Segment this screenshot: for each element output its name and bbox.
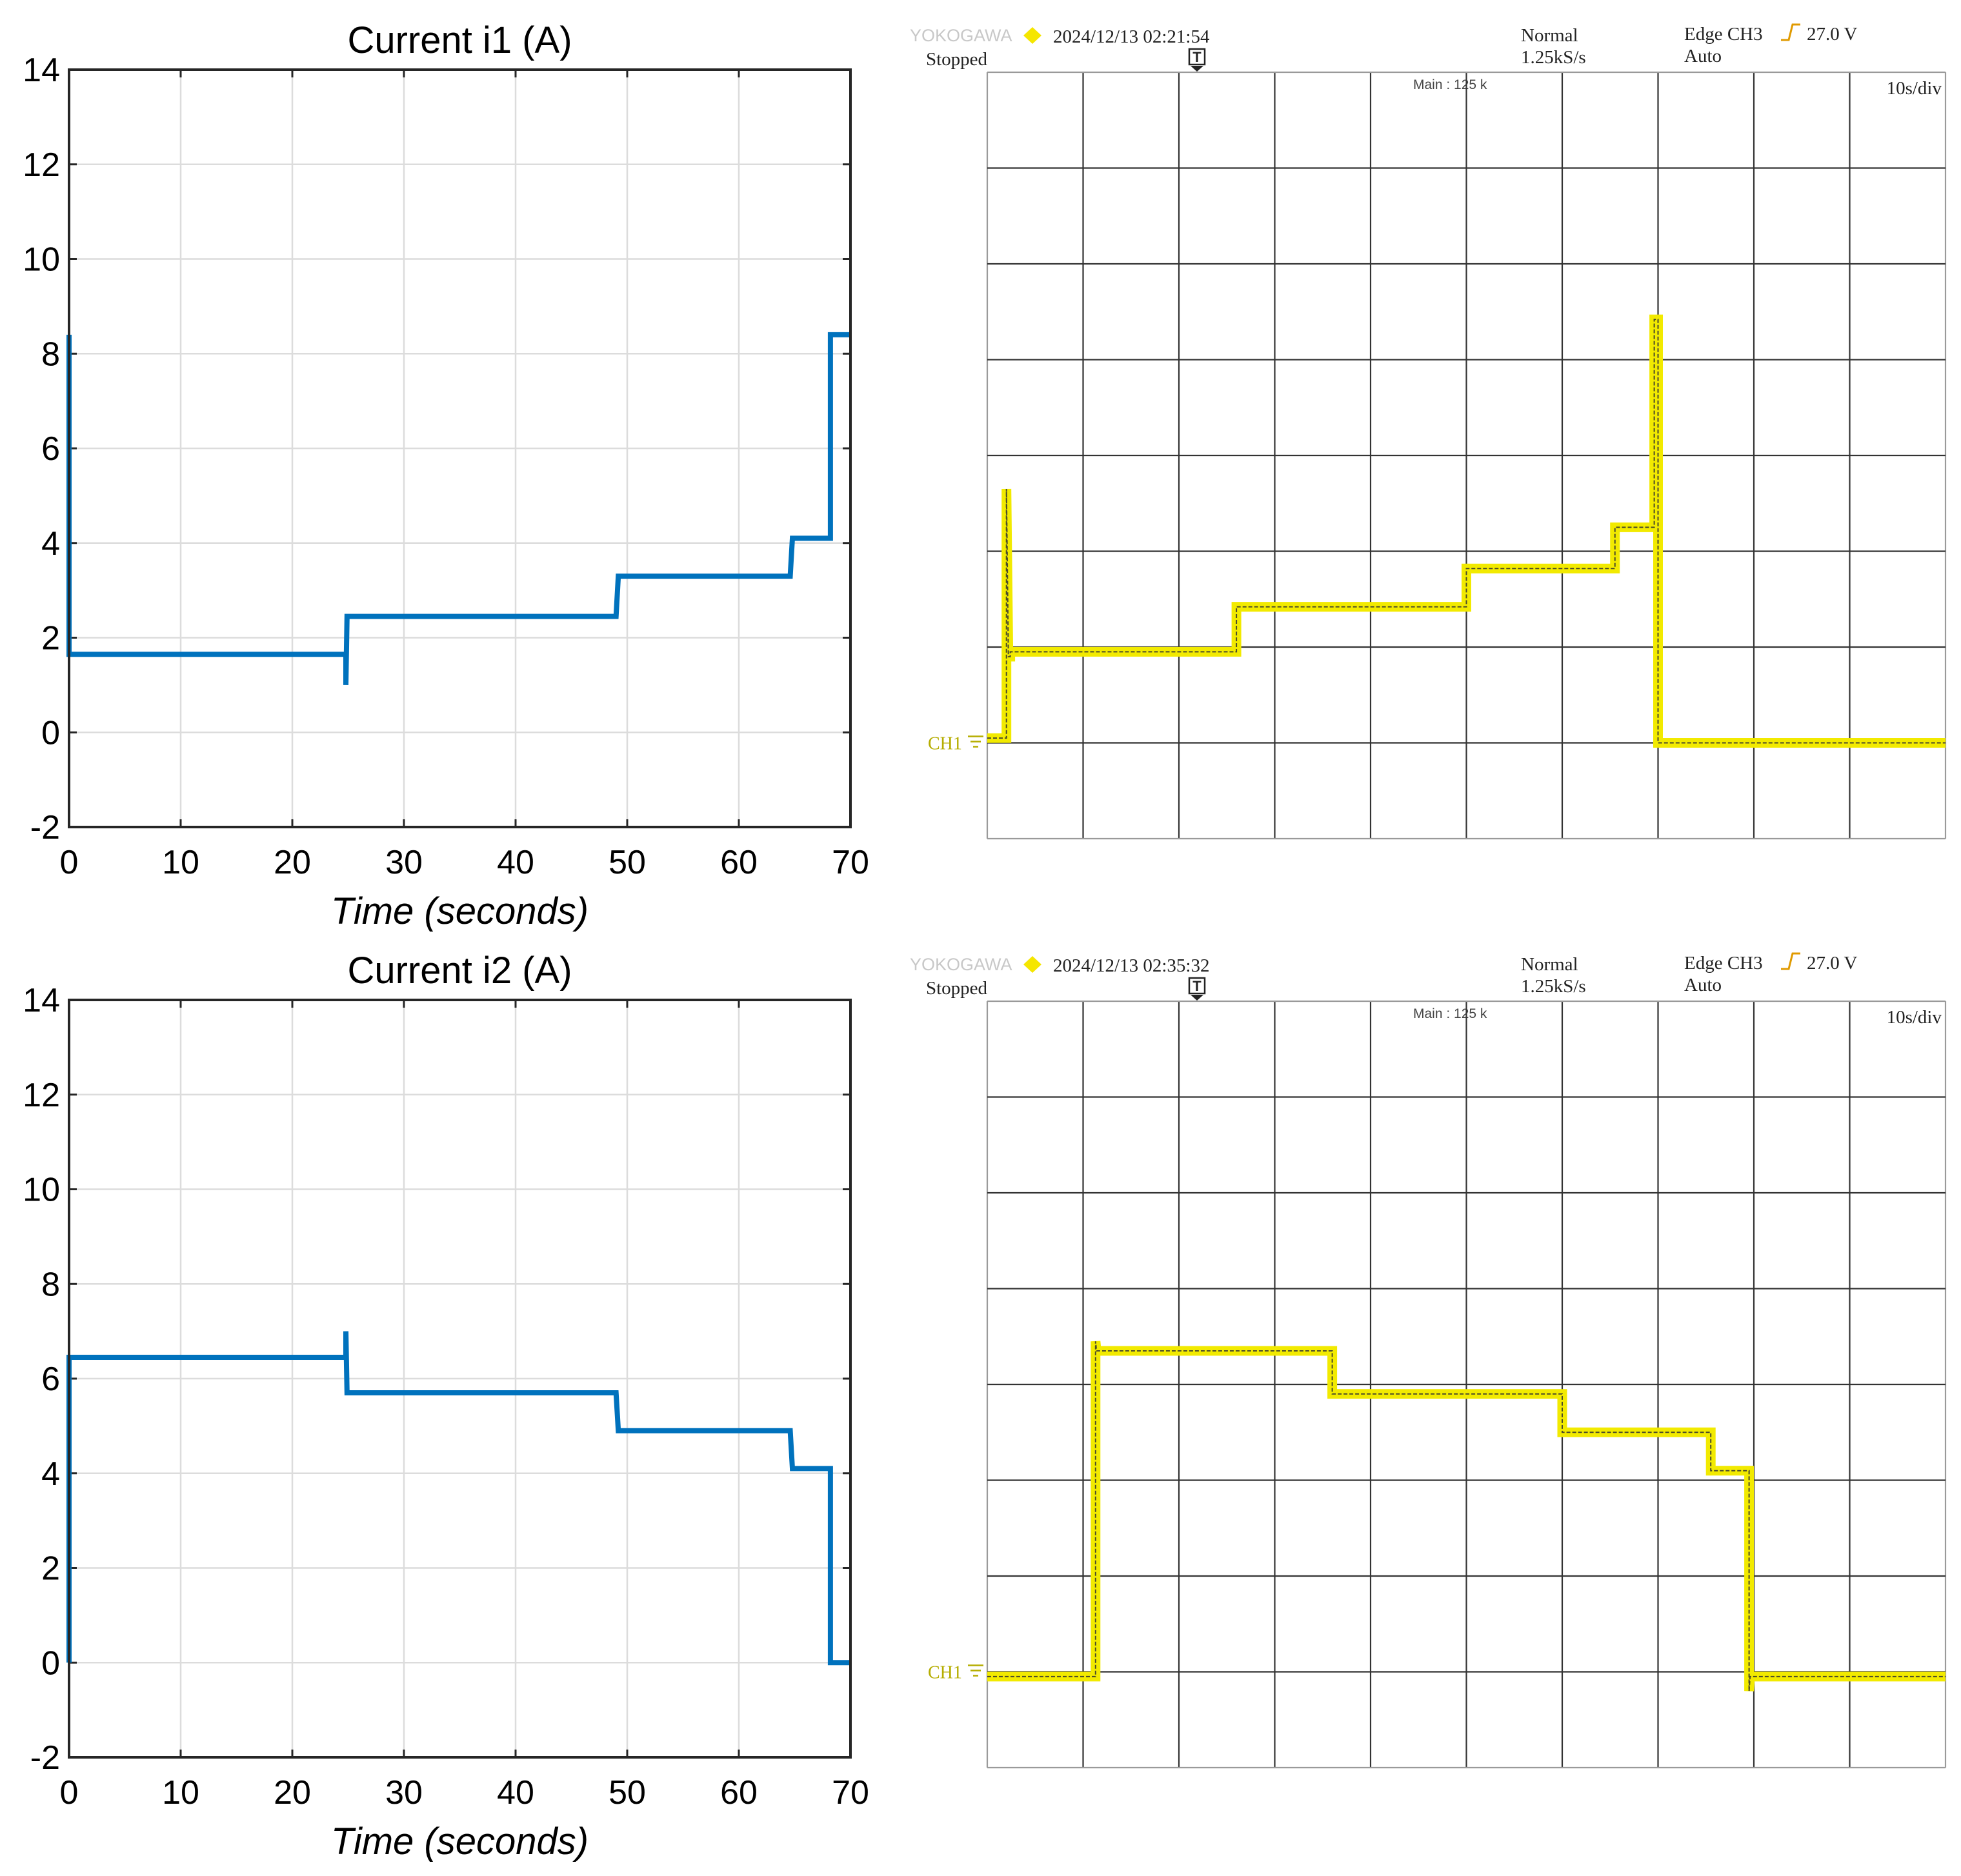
datetime: 2024/12/13 02:35:32 bbox=[1053, 955, 1209, 976]
x-tick-label: 60 bbox=[720, 844, 758, 881]
x-tick-label: 0 bbox=[60, 844, 79, 881]
sample-rate: 1.25kS/s bbox=[1521, 976, 1586, 997]
acquisition-status: Stopped bbox=[926, 49, 988, 70]
y-tick-label: 4 bbox=[41, 1455, 60, 1493]
ch1-trace-noise bbox=[987, 1341, 1946, 1691]
x-tick-label: 10 bbox=[162, 844, 199, 881]
y-tick-label: 10 bbox=[23, 241, 60, 279]
trigger-marker-arrow-icon bbox=[1191, 66, 1203, 72]
trigger-marker-label: T bbox=[1192, 978, 1202, 994]
scope-2: YOKOGAWA 2024/12/13 02:35:32 Stopped Normal… bbox=[910, 952, 1947, 1769]
grid bbox=[68, 999, 852, 1759]
rising-edge-icon bbox=[1781, 23, 1800, 41]
trigger-mode: Auto bbox=[1684, 46, 1722, 66]
x-tick-label: 40 bbox=[497, 1774, 534, 1811]
trigger-source: Edge CH3 bbox=[1684, 24, 1763, 45]
x-tick-label: 40 bbox=[497, 844, 534, 881]
y-tick-label: 6 bbox=[41, 430, 60, 468]
y-tick-label: 8 bbox=[41, 335, 60, 373]
trigger-position-marker bbox=[1188, 977, 1206, 995]
axes-box bbox=[68, 999, 852, 1759]
rising-edge-icon bbox=[1781, 952, 1800, 970]
graticule bbox=[986, 71, 1947, 840]
trigger-source: Edge CH3 bbox=[1684, 953, 1763, 973]
y-tick-label: -2 bbox=[30, 809, 60, 846]
y-tick-label: -2 bbox=[30, 1739, 60, 1777]
timebase: 10s/div bbox=[1887, 1007, 1942, 1028]
y-tick-label: 2 bbox=[41, 1550, 60, 1588]
x-tick-label: 60 bbox=[720, 1774, 758, 1811]
y-tick-label: 0 bbox=[41, 714, 60, 752]
axes-box bbox=[68, 68, 852, 828]
x-axis-label: Time (seconds) bbox=[331, 890, 588, 932]
brand-logo: YOKOGAWA bbox=[910, 26, 1012, 45]
status-diamond-icon bbox=[1023, 27, 1041, 44]
acq-mode: Normal bbox=[1521, 25, 1578, 46]
acquisition-status: Stopped bbox=[926, 978, 988, 999]
trigger-mode: Auto bbox=[1684, 975, 1722, 995]
x-tick-label: 30 bbox=[385, 844, 423, 881]
x-tick-label: 10 bbox=[162, 1774, 199, 1811]
ch1-trace-noise bbox=[987, 319, 1946, 744]
series-line-i1 bbox=[66, 332, 850, 685]
trigger-position-marker bbox=[1188, 48, 1206, 66]
channel-label: CH1 bbox=[928, 734, 962, 754]
trigger-level: 27.0 V bbox=[1807, 953, 1857, 973]
chart-title: Current i1 (A) bbox=[347, 19, 572, 61]
x-tick-label: 20 bbox=[274, 844, 311, 881]
y-tick-label: 12 bbox=[23, 146, 60, 184]
x-tick-label: 70 bbox=[832, 1774, 869, 1811]
brand-logo: YOKOGAWA bbox=[910, 955, 1012, 974]
chart-title: Current i2 (A) bbox=[347, 950, 572, 992]
trigger-marker-label: T bbox=[1192, 49, 1202, 65]
series-line-i2 bbox=[66, 1331, 850, 1666]
channel-label: CH1 bbox=[928, 1663, 962, 1683]
x-tick-label: 20 bbox=[274, 1774, 311, 1811]
x-axis-label: Time (seconds) bbox=[331, 1821, 588, 1862]
memory-length: Main : 125 k bbox=[1413, 77, 1487, 92]
x-tick-label: 30 bbox=[385, 1774, 423, 1811]
trigger-level: 27.0 V bbox=[1807, 24, 1857, 45]
y-tick-label: 2 bbox=[41, 620, 60, 657]
x-tick-label: 0 bbox=[60, 1774, 79, 1811]
timebase: 10s/div bbox=[1887, 78, 1942, 99]
x-tick-label: 50 bbox=[608, 1774, 646, 1811]
sample-rate: 1.25kS/s bbox=[1521, 47, 1586, 68]
grid bbox=[68, 68, 852, 828]
scope-1: YOKOGAWA 2024/12/13 02:21:54 Stopped Normal… bbox=[910, 23, 1947, 840]
acq-mode: Normal bbox=[1521, 954, 1578, 975]
y-tick-label: 4 bbox=[41, 525, 60, 563]
y-tick-label: 0 bbox=[41, 1644, 60, 1682]
y-tick-label: 8 bbox=[41, 1266, 60, 1303]
x-tick-label: 50 bbox=[608, 844, 646, 881]
y-tick-label: 12 bbox=[23, 1077, 60, 1114]
x-tick-label: 70 bbox=[832, 844, 869, 881]
ground-marker-icon bbox=[968, 1664, 983, 1677]
trigger-marker-arrow-icon bbox=[1191, 995, 1203, 1001]
status-diamond-icon bbox=[1023, 956, 1041, 973]
graticule bbox=[986, 1000, 1947, 1769]
datetime: 2024/12/13 02:21:54 bbox=[1053, 26, 1210, 47]
y-tick-label: 14 bbox=[23, 982, 60, 1019]
y-tick-label: 10 bbox=[23, 1172, 60, 1209]
y-tick-label: 6 bbox=[41, 1361, 60, 1398]
y-tick-label: 14 bbox=[23, 52, 60, 89]
ground-marker-icon bbox=[968, 735, 983, 748]
memory-length: Main : 125 k bbox=[1413, 1006, 1487, 1021]
